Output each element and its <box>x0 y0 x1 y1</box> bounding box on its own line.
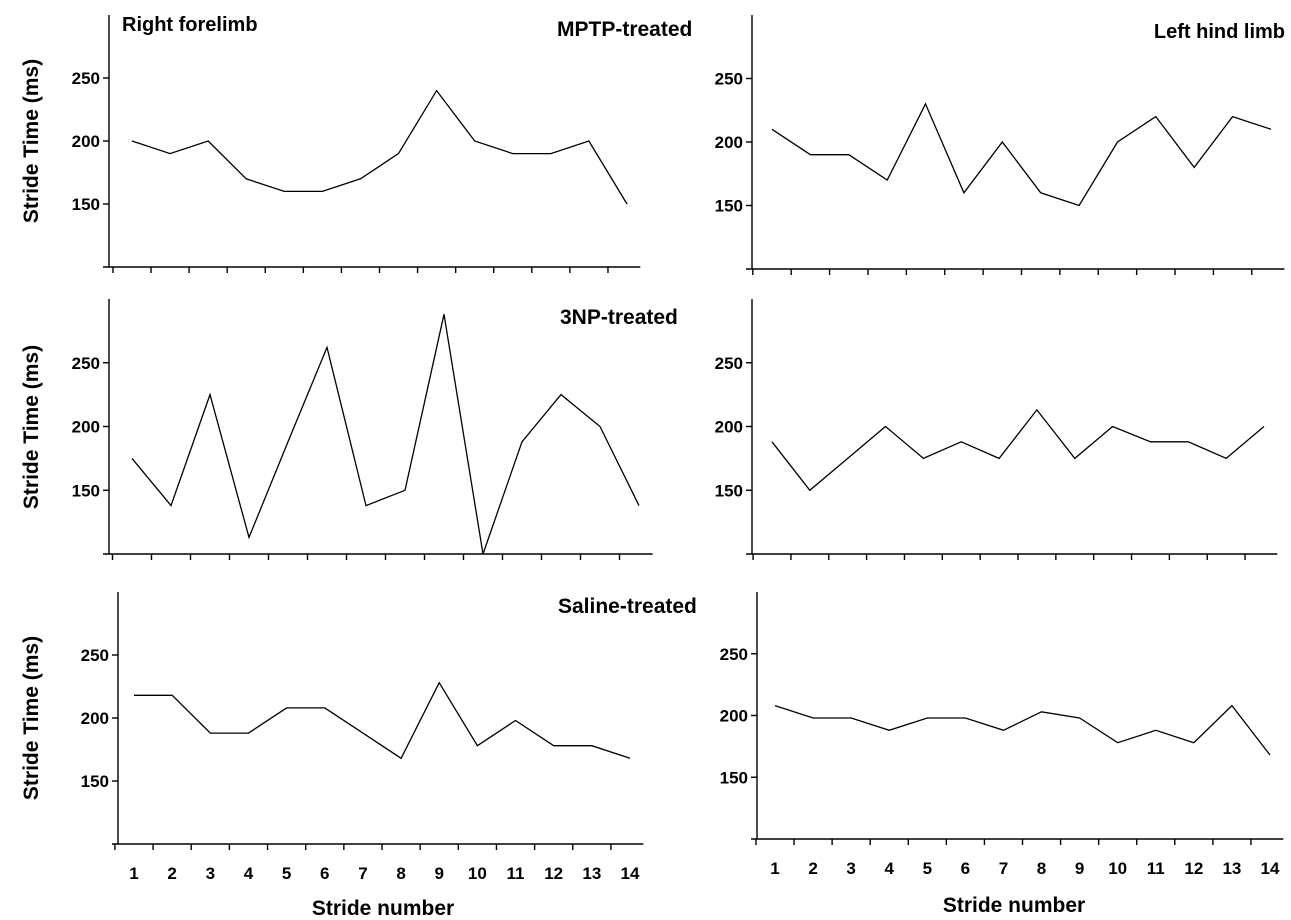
treatment-label: 3NP-treated <box>560 306 678 329</box>
y-tick-label: 150 <box>720 768 748 787</box>
x-tick-label: 14 <box>1261 859 1280 878</box>
limb-label: Left hind limb <box>1154 21 1285 43</box>
x-tick-label: 6 <box>320 864 329 883</box>
y-tick-label: 150 <box>72 195 100 214</box>
x-tick-label: 3 <box>206 864 215 883</box>
y-tick-label: 250 <box>72 69 100 88</box>
y-tick-label: 150 <box>72 481 100 500</box>
x-tick-label: 6 <box>961 859 970 878</box>
x-tick-label: 11 <box>1147 859 1165 878</box>
y-axis-title: Stride Time (ms) <box>20 345 43 509</box>
x-tick-label: 8 <box>396 864 405 883</box>
y-tick-label: 250 <box>715 70 743 89</box>
x-tick-label: 12 <box>1184 859 1203 878</box>
x-tick-label: 13 <box>1222 859 1241 878</box>
x-tick-label: 5 <box>282 864 291 883</box>
x-tick-label: 1 <box>129 864 138 883</box>
x-tick-label: 7 <box>999 859 1008 878</box>
y-axis-title: Stride Time (ms) <box>20 636 43 800</box>
x-tick-label: 8 <box>1037 859 1046 878</box>
stride-time-series-line <box>131 314 640 555</box>
y-tick-label: 250 <box>72 354 100 373</box>
y-tick-label: 200 <box>715 418 743 437</box>
x-tick-label: 4 <box>884 859 894 878</box>
stride-time-series-line <box>774 704 1271 756</box>
y-tick-label: 200 <box>72 418 100 437</box>
x-tick-label: 5 <box>923 859 932 878</box>
x-tick-label: 10 <box>468 864 487 883</box>
x-tick-label: 1 <box>770 859 779 878</box>
stride-time-series-line <box>131 89 628 205</box>
x-tick-label: 12 <box>544 864 563 883</box>
y-tick-label: 150 <box>715 481 743 500</box>
stride-time-series-line <box>134 681 631 760</box>
y-tick-label: 200 <box>720 707 748 726</box>
stride-time-series-line <box>771 102 1272 207</box>
x-tick-label: 11 <box>507 864 525 883</box>
x-tick-label: 9 <box>1075 859 1084 878</box>
stride-time-series-line <box>771 408 1265 492</box>
treatment-label: MPTP-treated <box>557 18 692 41</box>
y-tick-label: 150 <box>81 772 109 791</box>
y-tick-label: 250 <box>720 645 748 664</box>
x-tick-label: 14 <box>621 864 640 883</box>
x-tick-label: 3 <box>846 859 855 878</box>
y-tick-label: 250 <box>81 646 109 665</box>
y-tick-label: 150 <box>715 197 743 216</box>
x-tick-label: 4 <box>244 864 254 883</box>
x-tick-label: 9 <box>434 864 443 883</box>
x-tick-label: 2 <box>808 859 817 878</box>
x-tick-label: 2 <box>167 864 176 883</box>
treatment-label: Saline-treated <box>558 595 697 618</box>
y-tick-label: 200 <box>715 133 743 152</box>
y-axis-title: Stride Time (ms) <box>20 59 43 223</box>
x-tick-label: 13 <box>582 864 601 883</box>
y-tick-label: 250 <box>715 354 743 373</box>
y-tick-label: 200 <box>81 709 109 728</box>
limb-label: Right forelimb <box>122 14 258 36</box>
x-axis-title: Stride number <box>312 897 454 920</box>
x-tick-label: 7 <box>358 864 367 883</box>
y-tick-label: 200 <box>72 132 100 151</box>
x-tick-label: 10 <box>1108 859 1127 878</box>
x-axis-title: Stride number <box>943 894 1085 917</box>
